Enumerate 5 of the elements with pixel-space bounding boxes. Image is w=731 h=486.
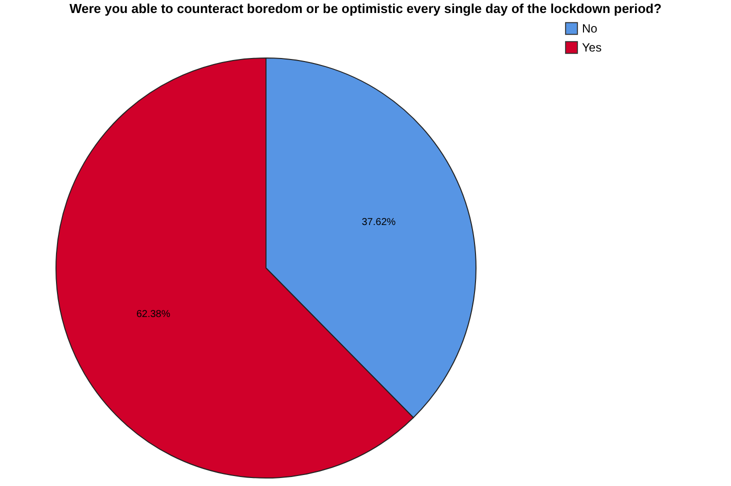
chart-title: Were you able to counteract boredom or be optimistic every single day of the lockdown period? <box>69 1 662 16</box>
data-label: 62.38% <box>136 309 170 320</box>
data-label: 37.62% <box>362 216 396 228</box>
legend-label: No <box>582 22 598 36</box>
legend-label: Yes <box>582 40 602 54</box>
